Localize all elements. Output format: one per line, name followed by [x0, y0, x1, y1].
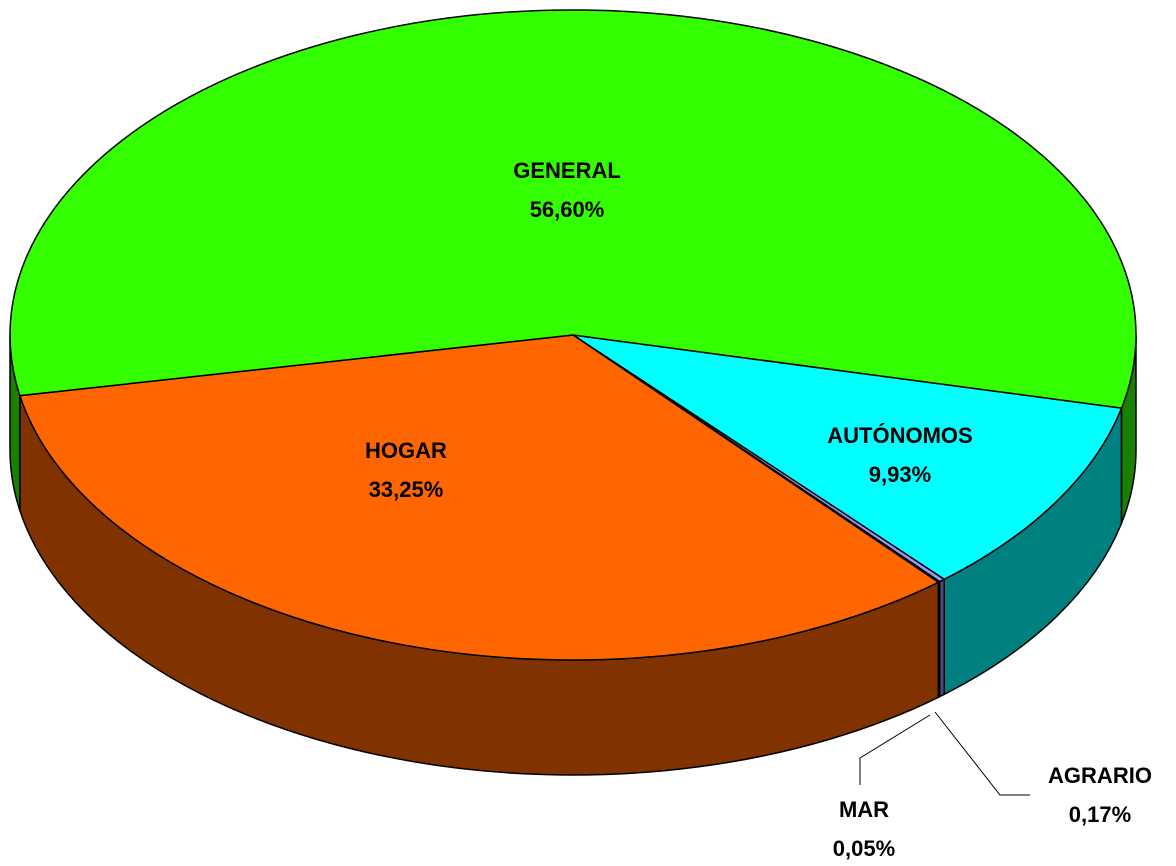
value-label: 9,93%: [869, 462, 931, 487]
value-label: 33,25%: [369, 477, 444, 502]
slice-label: HOGAR: [365, 438, 447, 463]
slice: [9, 9, 1137, 409]
slice: [18, 334, 940, 661]
value-label: 0,05%: [833, 836, 895, 861]
slice-label: MAR: [839, 797, 889, 822]
value-label: 0,17%: [1069, 802, 1131, 827]
slice-label: AUTÓNOMOS: [827, 423, 972, 448]
leader-line: [934, 711, 1030, 796]
leader-line: [859, 714, 931, 785]
slice: [572, 334, 1123, 581]
value-label: 56,60%: [530, 197, 605, 222]
slice-label: AGRARIO: [1048, 763, 1152, 788]
slice-label: GENERAL: [513, 158, 621, 183]
